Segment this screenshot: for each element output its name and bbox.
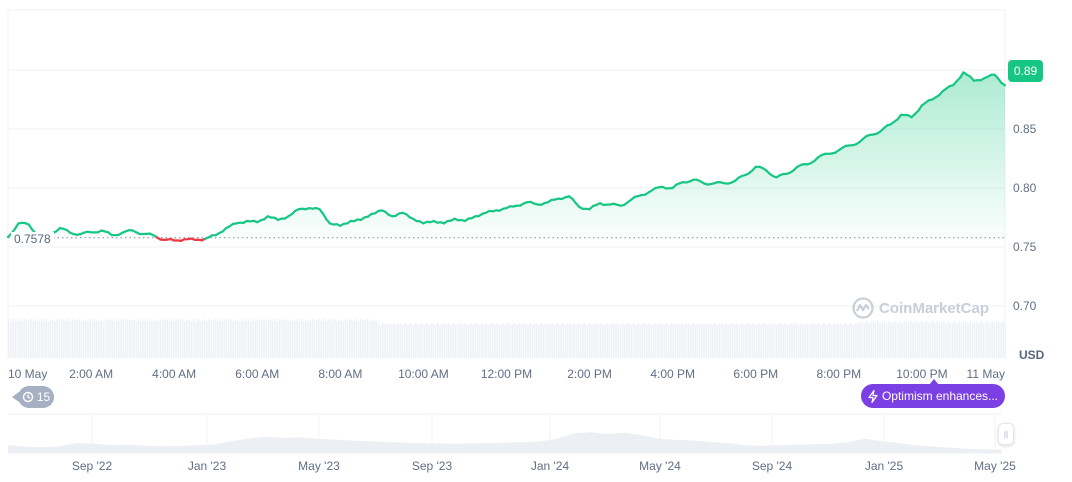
svg-text:10 May: 10 May — [8, 367, 47, 381]
volume-bars — [8, 319, 1006, 358]
svg-text:0.70: 0.70 — [1013, 299, 1037, 313]
svg-text:10:00 AM: 10:00 AM — [398, 367, 449, 381]
price-area — [8, 72, 1005, 241]
history-count: 15 — [37, 390, 50, 404]
svg-text:May '25: May '25 — [974, 459, 1016, 473]
svg-text:2:00 AM: 2:00 AM — [69, 367, 113, 381]
x-axis: 10 May 2:00 AM 4:00 AM 6:00 AM 8:00 AM 10:00 … — [8, 367, 1005, 381]
coinmarketcap-watermark: CoinMarketCap — [852, 297, 989, 319]
svg-text:May '24: May '24 — [639, 459, 681, 473]
news-event-badge[interactable]: Optimism enhances... — [861, 384, 1005, 408]
current-price-badge: 0.89 — [1008, 60, 1043, 82]
reference-price-label: 0.7578 — [11, 232, 54, 246]
clock-history-icon — [22, 391, 34, 403]
svg-text:2:00 PM: 2:00 PM — [567, 367, 612, 381]
svg-text:Jan '24: Jan '24 — [531, 459, 570, 473]
range-navigator[interactable]: Sep '22 Jan '23 May '23 Sep '23 Jan '24 May '… — [8, 414, 1016, 473]
svg-text:0.80: 0.80 — [1013, 181, 1037, 195]
svg-text:12:00 PM: 12:00 PM — [481, 367, 532, 381]
svg-text:6:00 PM: 6:00 PM — [733, 367, 778, 381]
currency-unit-label: USD — [1019, 348, 1044, 362]
svg-text:10:00 PM: 10:00 PM — [896, 367, 947, 381]
svg-text:Sep '23: Sep '23 — [412, 459, 453, 473]
svg-text:8:00 AM: 8:00 AM — [318, 367, 362, 381]
y-axis: 0.70 0.75 0.80 0.85 — [1013, 122, 1037, 313]
coinmarketcap-logo-icon — [852, 297, 874, 319]
svg-text:Sep '24: Sep '24 — [752, 459, 793, 473]
svg-text:4:00 AM: 4:00 AM — [152, 367, 196, 381]
svg-text:4:00 PM: 4:00 PM — [650, 367, 695, 381]
news-label: Optimism enhances... — [882, 389, 998, 403]
svg-text:May '23: May '23 — [298, 459, 340, 473]
navigator-drag-handle[interactable]: || — [998, 423, 1014, 445]
svg-text:Sep '22: Sep '22 — [72, 459, 113, 473]
svg-text:0.75: 0.75 — [1013, 240, 1037, 254]
history-events-badge[interactable]: 15 — [18, 386, 54, 408]
lightning-icon — [868, 390, 878, 403]
svg-text:0.85: 0.85 — [1013, 122, 1037, 136]
svg-text:Jan '25: Jan '25 — [865, 459, 904, 473]
svg-text:Jan '23: Jan '23 — [188, 459, 227, 473]
svg-text:6:00 AM: 6:00 AM — [235, 367, 279, 381]
svg-text:11 May: 11 May — [967, 367, 1005, 381]
svg-text:8:00 PM: 8:00 PM — [816, 367, 861, 381]
watermark-text: CoinMarketCap — [879, 300, 989, 317]
